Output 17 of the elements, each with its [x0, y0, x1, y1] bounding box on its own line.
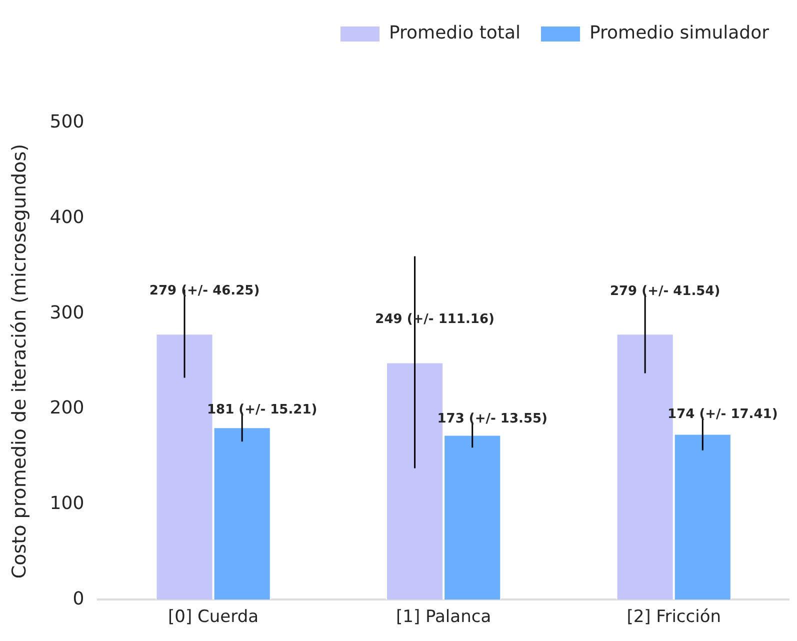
x-tick-label: [0] Cuerda	[168, 607, 259, 628]
x-tick-label: [2] Fricción	[626, 607, 722, 628]
data-label: 174 (+/- 17.41)	[668, 407, 778, 422]
legend-label: Promedio simulador	[589, 22, 770, 44]
data-label: 279 (+/- 41.54)	[610, 284, 720, 299]
y-tick-label: 0	[72, 588, 84, 610]
data-label: 173 (+/- 13.55)	[437, 412, 548, 427]
y-tick-label: 500	[50, 112, 84, 133]
x-tick-label: [1] Palanca	[396, 607, 492, 628]
y-axis-title: Costo promedio de iteración (microsegundos)	[8, 144, 30, 579]
y-tick-label: 400	[50, 206, 84, 228]
y-tick-label: 300	[50, 302, 84, 324]
y-tick-label: 200	[50, 398, 84, 419]
y-tick-label: 100	[50, 492, 84, 514]
data-label: 181 (+/- 15.21)	[206, 402, 318, 418]
data-label: 279 (+/- 46.25)	[149, 284, 260, 299]
legend-label: Promedio total	[389, 22, 520, 44]
